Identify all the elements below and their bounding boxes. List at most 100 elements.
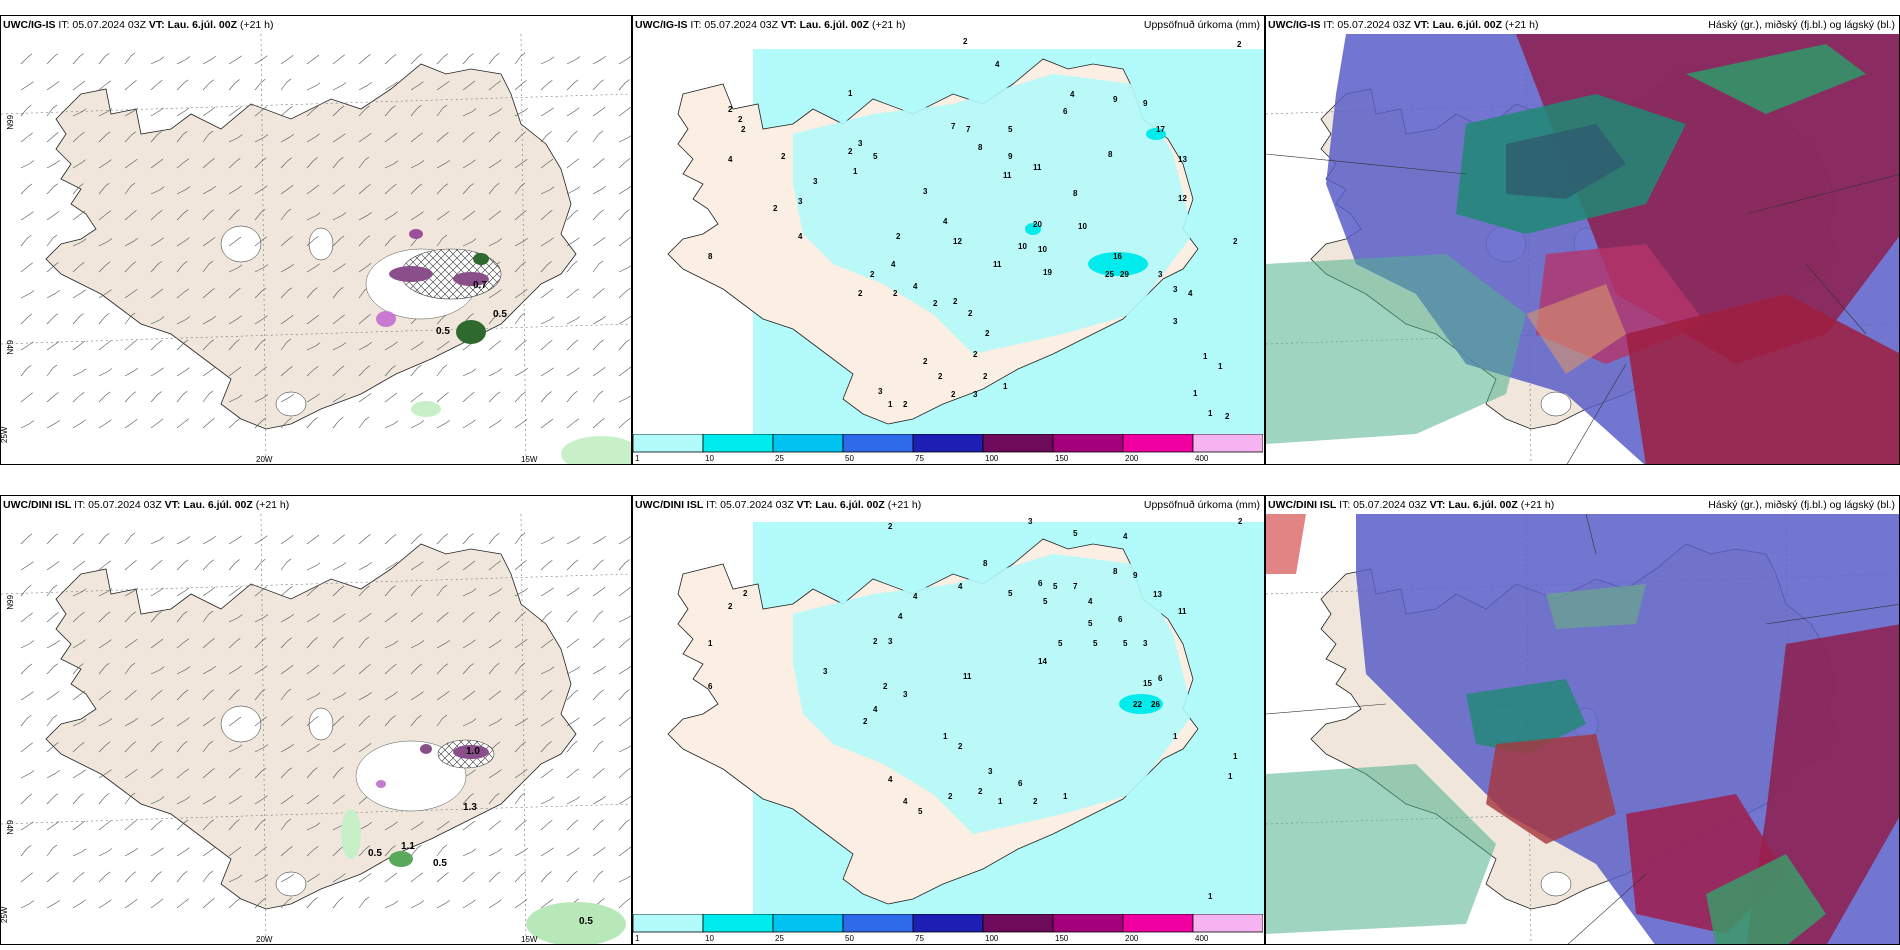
precip-value: 10 — [1038, 245, 1047, 254]
wind-barb — [384, 533, 397, 545]
wind-barb — [540, 418, 554, 429]
wind-barb — [540, 288, 554, 299]
wind-barb — [98, 312, 110, 325]
precip-value: 1 — [943, 732, 948, 741]
wind-barb — [280, 795, 294, 805]
wind-barb — [592, 209, 604, 221]
precip-value: 12 — [953, 237, 962, 246]
wind-barb — [332, 664, 345, 675]
wind-barb — [540, 79, 553, 91]
wind-barb — [436, 183, 448, 195]
wind-barb — [72, 769, 86, 779]
wind-barb — [228, 79, 240, 91]
wind-barb — [228, 874, 243, 883]
precip-value: 5 — [1123, 639, 1128, 648]
wind-barb — [618, 135, 631, 143]
wind-barb — [358, 133, 372, 143]
wind-barb — [280, 613, 294, 623]
precip-value: 3 — [1173, 285, 1178, 294]
wind-barb — [72, 793, 84, 805]
precip-value: 22 — [1133, 700, 1142, 709]
wind-barb — [124, 210, 137, 221]
wind-barb — [358, 845, 370, 857]
wind-barb — [98, 588, 113, 597]
wind-barb — [254, 795, 268, 805]
wind-barb — [618, 819, 630, 831]
precip-value: 2 — [743, 589, 748, 598]
wind-barb — [514, 131, 526, 143]
precip-value: 2 — [728, 602, 733, 611]
wind-barb — [410, 640, 425, 649]
wind-barb — [20, 844, 32, 857]
wind-barb — [176, 158, 189, 169]
wind-barb — [306, 585, 319, 597]
wind-barb — [228, 665, 242, 675]
wind-barb — [254, 55, 268, 65]
wind-barb — [618, 637, 631, 649]
wind-barb — [358, 184, 371, 195]
wind-barb — [20, 81, 34, 91]
wind-barb — [540, 611, 552, 623]
precip-value: 4 — [898, 612, 903, 621]
wind-barb — [358, 896, 370, 909]
wind-barb — [20, 561, 34, 571]
wind-barb — [280, 897, 292, 909]
wind-barb — [124, 289, 138, 299]
wind-barb — [20, 612, 33, 623]
colorbar-tick: 25 — [775, 454, 784, 463]
precip-value: 2 — [858, 289, 863, 298]
wind-barb — [618, 535, 631, 545]
wind-barb — [566, 130, 578, 143]
wind-barb — [306, 417, 318, 429]
wind-barb — [98, 718, 113, 727]
wind-barb — [410, 160, 425, 169]
wind-barb — [436, 211, 450, 221]
wind-barb — [436, 533, 448, 545]
wind-barb — [228, 819, 240, 831]
wind-barb — [46, 81, 60, 91]
wind-barb — [306, 534, 320, 545]
wind-barb — [280, 287, 292, 299]
precip-value: 2 — [728, 105, 733, 114]
precip-value: 14 — [1038, 657, 1047, 666]
wind-barb — [98, 289, 112, 299]
wind-barb — [150, 107, 164, 117]
wind-barb — [20, 392, 33, 403]
wind-barb — [72, 159, 86, 169]
wind-barb — [46, 211, 60, 221]
wind-barb — [46, 561, 60, 571]
wind-barb — [566, 666, 581, 675]
wind-barb — [176, 819, 189, 831]
wind-barb — [566, 186, 581, 195]
wind-barb — [410, 714, 422, 727]
wind-barb — [124, 340, 137, 351]
wind-barb — [306, 287, 318, 299]
wind-barb — [566, 717, 580, 727]
wind-barb — [514, 871, 526, 883]
wind-barb — [72, 419, 86, 429]
wind-barb — [306, 314, 320, 325]
wind-barb — [592, 130, 604, 143]
wind-barb — [150, 559, 163, 571]
wind-barb — [410, 341, 424, 351]
wind-barb — [384, 392, 398, 403]
wind-barb — [384, 663, 397, 675]
wind-barb — [462, 391, 475, 403]
wind-barb — [306, 235, 319, 247]
wind-barb — [410, 183, 423, 195]
wind-barb — [384, 365, 396, 377]
wind-barb — [488, 52, 500, 65]
wind-barb — [384, 235, 396, 247]
wind-barb — [98, 848, 113, 857]
precip-value: 29 — [1120, 270, 1129, 279]
precip-value: 12 — [1178, 194, 1187, 203]
wind-barb — [72, 368, 87, 377]
wind-barb — [280, 157, 292, 169]
wind-barb — [150, 611, 162, 623]
precip-value: 26 — [1151, 700, 1160, 709]
precip-value: 3 — [903, 690, 908, 699]
wind-barb — [72, 718, 87, 727]
wind-barb — [280, 55, 294, 65]
colorbar-tick: 400 — [1195, 454, 1209, 463]
wind-barb — [488, 588, 503, 597]
